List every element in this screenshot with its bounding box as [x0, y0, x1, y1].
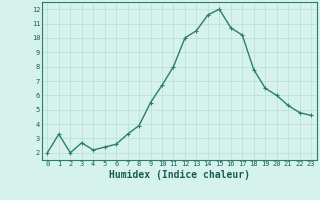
X-axis label: Humidex (Indice chaleur): Humidex (Indice chaleur) — [109, 170, 250, 180]
